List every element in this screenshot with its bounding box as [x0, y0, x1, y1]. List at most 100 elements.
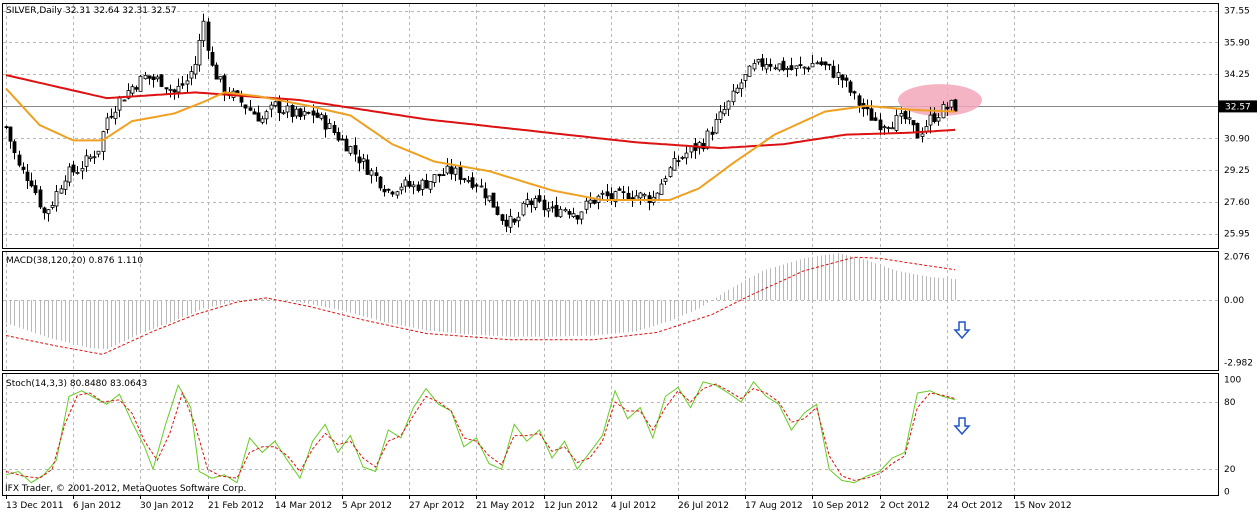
candle-body [857, 95, 862, 106]
candle-body [437, 173, 442, 177]
stoch-signal-line [5, 383, 956, 481]
candle-body [474, 184, 479, 187]
candle-body [172, 89, 177, 93]
candle-body [915, 122, 920, 139]
candle-body [584, 200, 589, 210]
candle-body [655, 192, 660, 200]
candle-body [512, 218, 517, 223]
candle-body [760, 58, 765, 67]
candle-body [113, 111, 118, 120]
candle-body [218, 76, 223, 80]
stoch-down-arrow-icon [953, 417, 971, 436]
candle-body [558, 208, 563, 218]
candle-body [592, 199, 597, 204]
candle-body [529, 200, 534, 206]
candle-body [180, 83, 185, 86]
candle-body [407, 181, 412, 187]
candle-body [890, 127, 895, 130]
candle-body [680, 156, 685, 159]
candle-body [80, 168, 85, 172]
candle-body [945, 106, 950, 110]
candle-body [46, 209, 51, 215]
candle-body [600, 192, 605, 195]
macd-down-arrow-icon [953, 321, 971, 340]
candle-body [873, 117, 878, 121]
candle-body [621, 191, 626, 194]
macd-axis-tick: 0.00 [1224, 296, 1244, 306]
candle-body [432, 174, 437, 183]
candle-body [705, 130, 710, 149]
candle-body [311, 110, 316, 116]
candle-body [109, 115, 114, 118]
candle-body [336, 132, 341, 141]
x-tick-label: 15 Nov 2012 [1014, 501, 1072, 511]
candle-body [785, 67, 790, 70]
candle-body [130, 86, 135, 94]
candle-body [67, 166, 72, 183]
candle-body [739, 82, 744, 90]
candle-body [248, 107, 253, 111]
candle-body [802, 66, 807, 69]
candle-body [164, 87, 169, 90]
candle-body [794, 65, 799, 70]
candle-body [193, 63, 198, 75]
candle-body [33, 185, 38, 194]
candle-body [718, 111, 723, 120]
candle-body [117, 97, 122, 111]
candle-body [353, 145, 358, 155]
candle-body [882, 126, 887, 129]
candle-body [752, 63, 757, 70]
candle-body [714, 119, 719, 134]
candle-body [827, 63, 832, 66]
candle-body [319, 114, 324, 119]
candle-body [487, 195, 492, 202]
x-tick-label: 13 Dec 2011 [6, 501, 64, 511]
candle-body [483, 188, 488, 199]
candle-body [147, 75, 152, 79]
candle-body [516, 216, 521, 222]
price-axis-tick: 25.95 [1224, 230, 1250, 240]
candle-body [340, 138, 345, 141]
candle-body [285, 105, 290, 113]
candle-body [12, 141, 17, 154]
candle-body [420, 179, 425, 190]
highlight-ellipse [898, 84, 982, 117]
candle-body [848, 81, 853, 93]
candle-body [441, 174, 446, 176]
candle-body [201, 20, 206, 42]
candle-body [458, 166, 463, 180]
candle-body [579, 211, 584, 220]
candle-body [302, 111, 307, 116]
ma-line-dd1111 [5, 74, 956, 150]
candle-body [504, 219, 509, 227]
candle-body [731, 90, 736, 103]
candle-body [508, 215, 513, 228]
candle-body [59, 188, 64, 194]
candle-body [810, 62, 815, 68]
candle-body [42, 207, 47, 214]
candle-body [17, 154, 22, 166]
macd-series [5, 253, 971, 355]
price-panel-title: SILVER,Daily 32.31 32.64 32.31 32.57 [6, 6, 177, 16]
x-tick-label: 5 Apr 2012 [342, 501, 392, 511]
candle-body [886, 127, 891, 130]
candle-body [390, 191, 395, 195]
candle-body [932, 113, 937, 122]
candle-body [277, 100, 282, 114]
copyright-text: IFX Trader, © 2001-2012, MetaQuotes Soft… [5, 484, 246, 494]
candle-body [71, 164, 76, 173]
candle-body [197, 39, 202, 66]
candle-body [567, 211, 572, 215]
price-axis-tick: 35.90 [1224, 38, 1250, 48]
x-tick-label: 24 Oct 2012 [947, 501, 1003, 511]
macd-signal-line [5, 256, 956, 355]
candle-body [453, 167, 458, 175]
stoch-panel [2, 373, 1219, 496]
candle-body [357, 156, 362, 164]
date-axis-labels: 13 Dec 2011 6 Jan 2012 30 Jan 2012 21 Feb 2… [6, 495, 1072, 511]
candle-body [546, 208, 551, 212]
candle-body [936, 117, 941, 122]
candle-body [290, 105, 295, 117]
candle-body [953, 99, 958, 112]
